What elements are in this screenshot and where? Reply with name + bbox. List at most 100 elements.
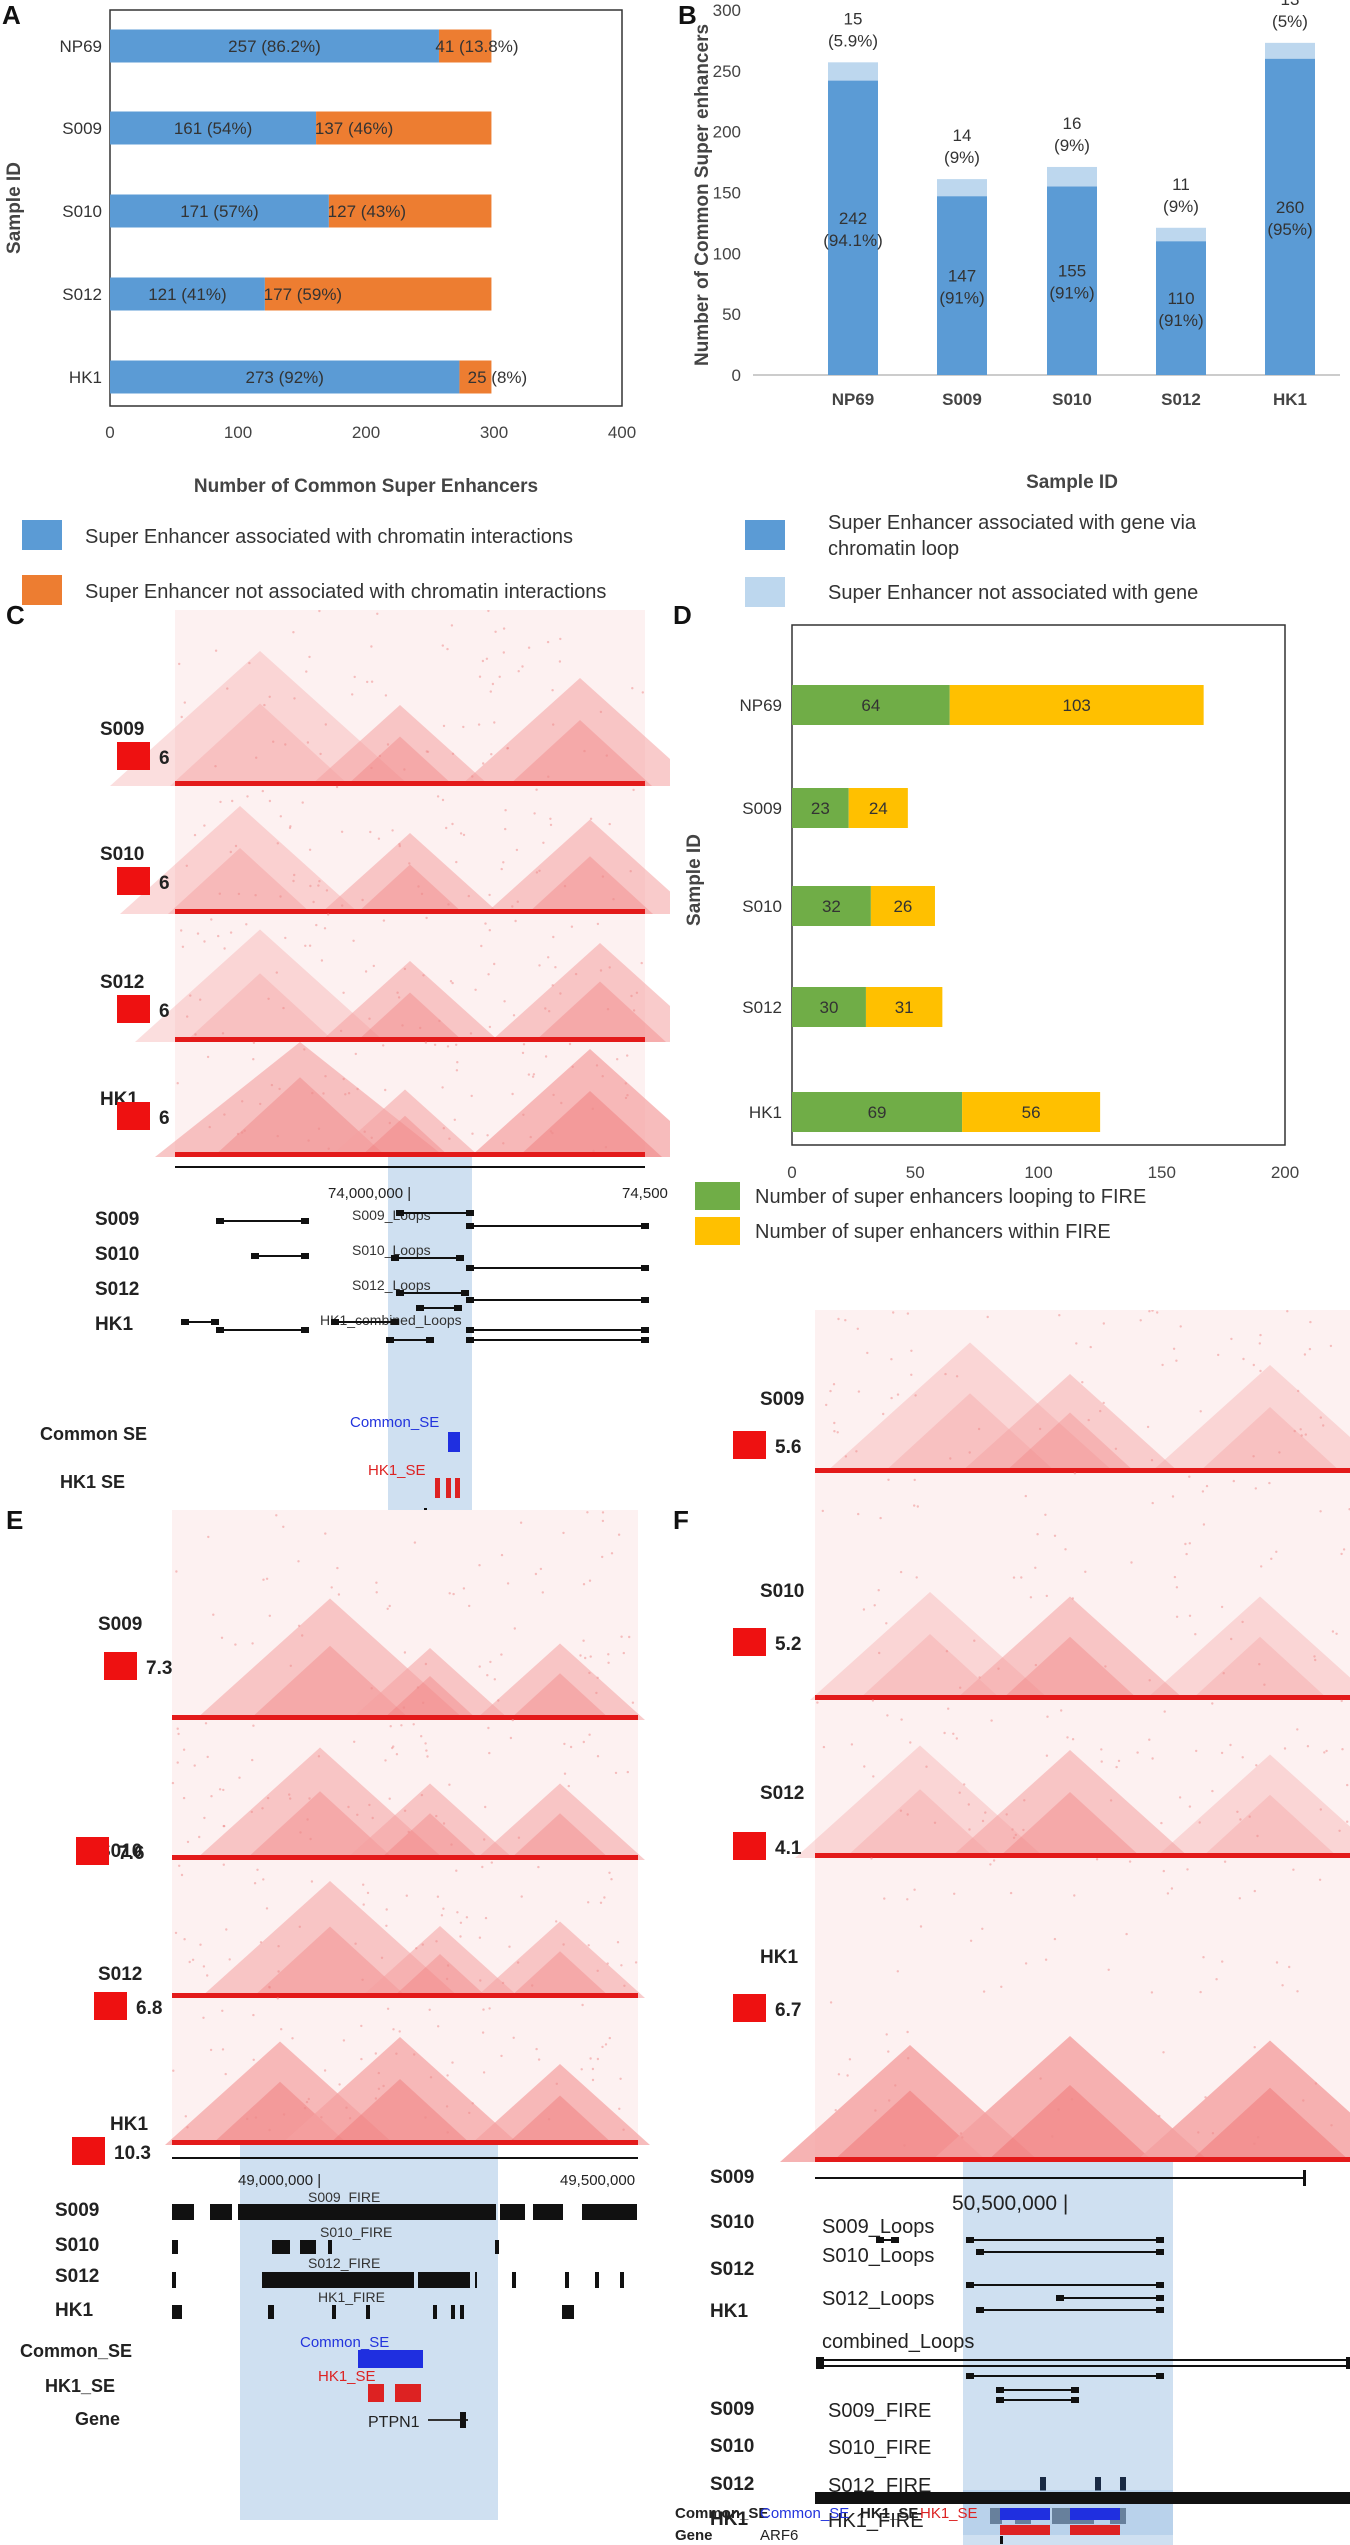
tad-triangle <box>930 2036 1210 2162</box>
hic-dot <box>293 873 296 877</box>
hic-dot <box>537 2058 541 2061</box>
hic-dot <box>1051 2135 1054 2138</box>
hic-dot <box>482 2071 486 2074</box>
hic-dot <box>420 892 424 896</box>
hic-dot <box>506 746 510 750</box>
fire-track-hk1-bar <box>815 2492 1350 2504</box>
hic-dot <box>377 2071 380 2075</box>
hic-dot <box>520 1895 523 1898</box>
data-label: 13(5%) <box>1272 0 1308 31</box>
hic-dot <box>203 940 206 943</box>
hic-dot <box>591 2078 595 2082</box>
hic-dot <box>515 848 519 852</box>
hic-dot <box>599 969 603 972</box>
hic-dot <box>1057 2108 1060 2111</box>
hic-dot <box>500 2054 503 2058</box>
hic-dot <box>1253 2142 1256 2145</box>
loop-anchor <box>641 1297 649 1303</box>
hic-dot <box>446 1964 450 1967</box>
hic-dot <box>596 2057 600 2061</box>
hic-dot <box>1146 1425 1150 1429</box>
hic-dot <box>832 1383 836 1386</box>
hic-dot <box>631 687 634 690</box>
hic-dot <box>906 1813 909 1816</box>
hic-dot <box>1136 1751 1139 1754</box>
hic-dot <box>1222 1672 1225 1675</box>
hic-dot <box>362 1883 365 1886</box>
hic-dot <box>279 815 282 818</box>
fire-block <box>172 2204 194 2220</box>
hic-dot <box>384 1088 387 1092</box>
hic-dot <box>488 2007 491 2010</box>
hic-map-S012 <box>795 1699 1350 1858</box>
tad-core <box>245 1791 395 1860</box>
hic-dot <box>608 2036 611 2040</box>
hic-dot <box>308 944 312 947</box>
loop-anchor <box>211 1319 219 1325</box>
data-label: 242 (94.1%) <box>823 209 883 250</box>
gene-marker <box>1000 2536 1003 2544</box>
hic-dot <box>487 973 490 976</box>
hic-dot <box>351 693 354 696</box>
hic-dot <box>626 1054 629 1057</box>
hic-dot <box>176 1082 179 1085</box>
hic-dot <box>402 1706 406 1709</box>
hic-dot <box>1323 1751 1326 1754</box>
hic-dot <box>1081 1381 1084 1384</box>
hic-dot <box>502 1142 505 1145</box>
hic-dot <box>1095 1858 1099 1861</box>
tick-label: 100 <box>1024 1163 1052 1182</box>
scale-swatch <box>117 742 150 770</box>
hic-dot <box>455 860 458 864</box>
hic-dot <box>276 842 279 845</box>
hic-dot <box>1184 1542 1187 1546</box>
hic-dot <box>199 998 202 1001</box>
tick-label: 200 <box>713 123 741 142</box>
common-se-label: Common_SE <box>20 2341 132 2361</box>
hic-dot <box>1158 2114 1161 2118</box>
hic-dot <box>482 2008 485 2011</box>
hic-dot <box>395 2052 398 2055</box>
gene-exon <box>460 2412 466 2428</box>
hic-dot <box>1197 2131 1200 2134</box>
category-label: S012 <box>742 998 782 1017</box>
panel-letter-e: E <box>6 1505 24 1535</box>
hic-dot <box>1038 1427 1042 1431</box>
hic-dot <box>1036 1533 1039 1536</box>
hic-dot <box>392 1745 395 1748</box>
tad-triangle <box>1135 2040 1350 2162</box>
hic-dot <box>252 2058 255 2061</box>
bar-S009-assoc <box>110 111 317 145</box>
hic-dot <box>959 2132 963 2135</box>
hic-dot <box>981 1819 985 1823</box>
hic-dot <box>455 1043 458 1046</box>
hic-dot <box>1220 1605 1224 1609</box>
tad-core <box>252 1926 408 1998</box>
hic-dot <box>426 750 430 753</box>
hic-dot <box>299 1831 302 1834</box>
hic-dot <box>384 694 388 697</box>
hic-dot <box>261 1807 264 1810</box>
hic-dot <box>413 2053 416 2056</box>
hic-dot <box>186 1015 189 1018</box>
hic-dot <box>309 1837 312 1841</box>
loop-anchor <box>1346 2357 1350 2363</box>
hic-dot <box>459 1935 462 1938</box>
hic-dot <box>547 775 550 778</box>
tad-core <box>509 1673 611 1720</box>
loop-anchor <box>1156 2249 1164 2255</box>
hic-dot <box>1162 2051 1165 2054</box>
hic-dot <box>1046 1715 1049 1718</box>
hic-dot <box>1306 1745 1310 1748</box>
hic-dot <box>424 1041 428 1044</box>
hic-dot <box>245 923 248 926</box>
data-label: 155 (91%) <box>1049 262 1094 303</box>
hic-dot <box>599 710 603 714</box>
scale-swatch <box>76 1837 109 1865</box>
hic-dot <box>516 1961 520 1964</box>
hic-dot <box>986 1315 989 1319</box>
hk1-se-block <box>446 1478 451 1498</box>
hic-dot <box>320 959 324 962</box>
hic-dot <box>588 1579 592 1582</box>
data-label: 147 (91%) <box>939 267 984 308</box>
